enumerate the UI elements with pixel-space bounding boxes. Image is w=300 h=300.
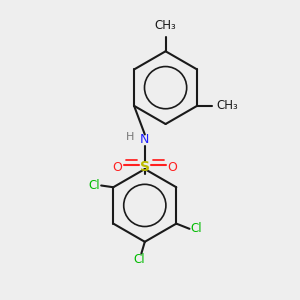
Text: H: H: [126, 132, 134, 142]
Text: S: S: [140, 160, 150, 174]
Text: CH₃: CH₃: [217, 99, 239, 112]
Text: O: O: [112, 161, 122, 174]
Text: N: N: [140, 133, 149, 146]
Text: Cl: Cl: [190, 222, 202, 235]
Text: Cl: Cl: [88, 179, 100, 192]
Text: O: O: [168, 161, 178, 174]
Text: CH₃: CH₃: [155, 19, 176, 32]
Text: Cl: Cl: [134, 253, 146, 266]
